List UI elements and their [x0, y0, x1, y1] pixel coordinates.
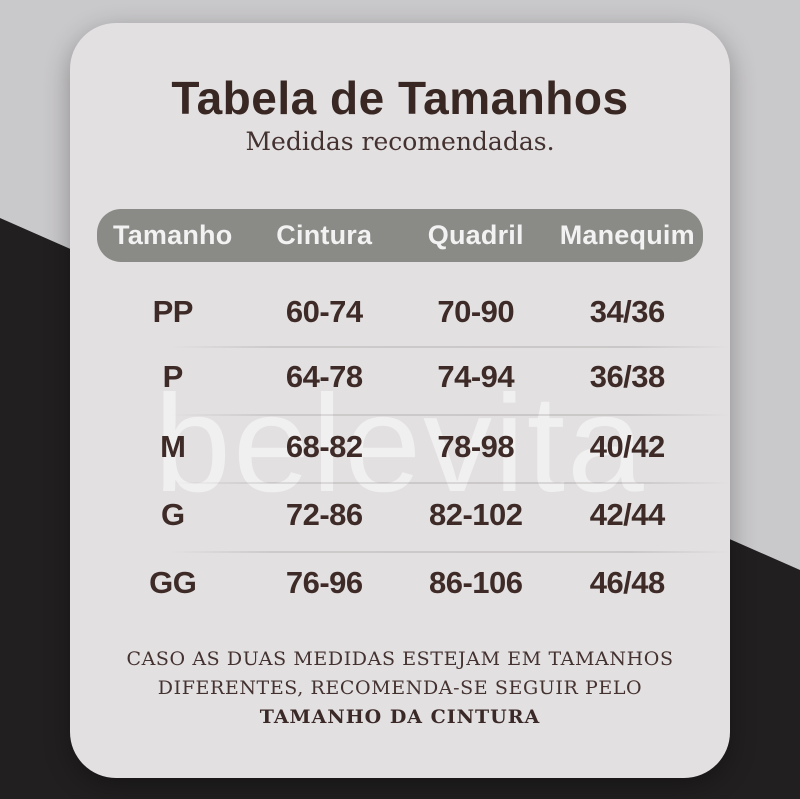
table-row-pp: PP 60-74 70-90 34/36 — [97, 290, 703, 334]
table-header-bar: Tamanho Cintura Quadril Manequim — [97, 209, 703, 262]
cell-quadril: 82-102 — [428, 497, 523, 532]
cell-size: P — [162, 359, 184, 394]
cell-manequim: 34/36 — [589, 294, 666, 329]
cell-cintura: 60-74 — [285, 294, 363, 329]
cell-cintura: 72-86 — [285, 497, 363, 532]
header-cell-tamanho: Tamanho — [113, 220, 233, 250]
cell-size: PP — [152, 294, 194, 329]
cell-cintura: 76-96 — [285, 565, 363, 600]
cell-cintura: 68-82 — [285, 429, 363, 464]
cell-manequim: 40/42 — [589, 429, 666, 464]
cell-manequim: 36/38 — [589, 359, 666, 394]
table-row-p: P 64-78 74-94 36/38 — [97, 355, 703, 399]
footer-note-line2: DIFERENTES, RECOMENDA-SE SEGUIR PELO — [157, 677, 643, 699]
cell-cintura: 64-78 — [285, 359, 363, 394]
row-divider — [170, 346, 730, 348]
row-divider — [170, 414, 730, 416]
cell-manequim: 42/44 — [589, 497, 666, 532]
cell-size: G — [160, 497, 185, 532]
page-title: Tabela de Tamanhos — [171, 72, 629, 124]
page-subtitle: Medidas recomendadas. — [245, 127, 555, 156]
row-divider — [170, 482, 730, 484]
size-chart-card: Tabela de Tamanhos Medidas recomendadas.… — [70, 23, 730, 778]
cell-quadril: 78-98 — [437, 429, 515, 464]
footer-note-line3: TAMANHO DA CINTURA — [259, 706, 541, 728]
table-row-g: G 72-86 82-102 42/44 — [97, 493, 703, 537]
cell-size: M — [160, 429, 186, 464]
cell-quadril: 74-94 — [437, 359, 515, 394]
cell-quadril: 86-106 — [428, 565, 523, 600]
cell-quadril: 70-90 — [437, 294, 515, 329]
table-row-gg: GG 76-96 86-106 46/48 — [97, 561, 703, 605]
header-cell-quadril: Quadril — [427, 220, 524, 250]
table-row-m: M 68-82 78-98 40/42 — [97, 425, 703, 469]
header-cell-cintura: Cintura — [276, 220, 373, 250]
row-divider — [170, 551, 730, 553]
footer-note-line1: CASO AS DUAS MEDIDAS ESTEJAM EM TAMANHOS — [126, 648, 674, 670]
cell-manequim: 46/48 — [589, 565, 666, 600]
footer-note: CASO AS DUAS MEDIDAS ESTEJAM EM TAMANHOS… — [90, 645, 710, 732]
cell-size: GG — [149, 565, 197, 600]
header-cell-manequim: Manequim — [559, 220, 695, 250]
